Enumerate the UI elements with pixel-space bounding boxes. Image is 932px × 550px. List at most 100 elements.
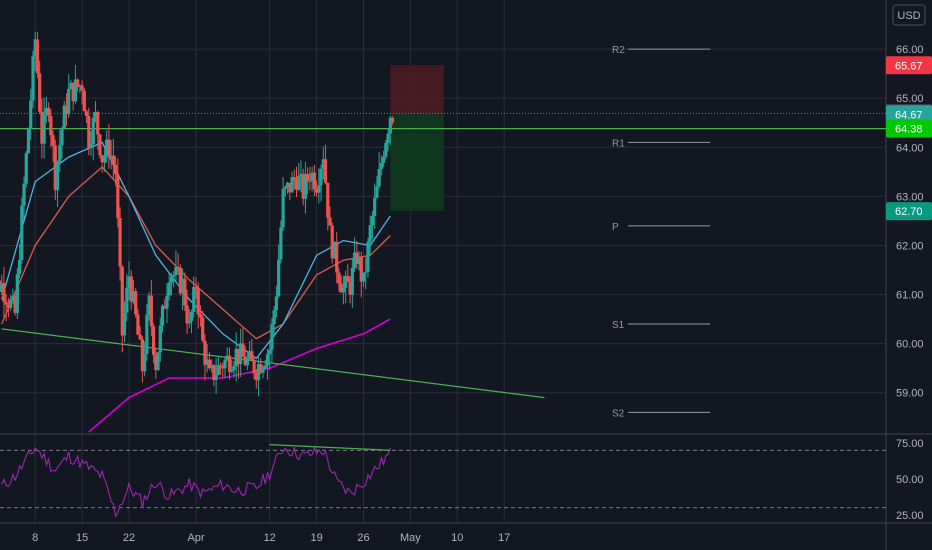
- candle-body: [245, 358, 249, 366]
- rsi-line: [1, 446, 391, 518]
- pivot-label: R2: [612, 45, 625, 56]
- candle-body: [163, 305, 167, 309]
- time-tick-label: 10: [451, 532, 463, 544]
- stop-loss-zone: [390, 65, 444, 115]
- price-tick-label: 59.00: [896, 388, 924, 400]
- candle-body: [96, 111, 100, 135]
- time-tick-label: 22: [123, 532, 135, 544]
- candle-body: [2, 283, 6, 302]
- candle-body: [272, 310, 276, 325]
- candle-body: [143, 354, 147, 372]
- candle-body: [335, 241, 339, 273]
- position-tool[interactable]: [390, 65, 444, 212]
- candle-body: [183, 278, 187, 306]
- candle-body: [105, 139, 109, 156]
- candle-body: [368, 225, 372, 242]
- candle-body: [149, 295, 153, 327]
- candle-body: [55, 161, 60, 191]
- candle-body: [277, 259, 281, 297]
- candle-body: [158, 325, 162, 353]
- candle-body: [47, 107, 51, 116]
- currency-box: [892, 4, 926, 26]
- candle-body: [156, 352, 160, 371]
- candle-body: [297, 176, 301, 190]
- candle-body: [40, 111, 44, 144]
- time-tick-label: 19: [310, 532, 322, 544]
- candle-body: [29, 100, 33, 129]
- candle-body: [172, 275, 176, 277]
- candle-body: [13, 296, 17, 313]
- price-tag-box: [886, 119, 932, 138]
- candle-body: [185, 305, 189, 324]
- candle-body: [64, 105, 69, 115]
- candle-body: [361, 272, 366, 282]
- candle-body: [93, 111, 98, 118]
- candle-body: [306, 173, 310, 181]
- candle-body: [194, 286, 198, 290]
- candle-body: [292, 177, 296, 181]
- candle-body: [174, 266, 178, 276]
- candle-body: [181, 278, 185, 294]
- pivot-label: S2: [612, 408, 625, 419]
- candle-body: [225, 355, 229, 360]
- candle-body: [134, 291, 138, 315]
- price-tick-label: 64.00: [896, 142, 924, 154]
- candle-body: [35, 39, 40, 74]
- candle-body: [53, 145, 57, 191]
- candle-body: [265, 354, 270, 366]
- price-tag-value: 62.70: [895, 206, 923, 218]
- candle-body: [384, 142, 388, 157]
- candle-body: [87, 116, 91, 149]
- price-tag-value: 64.38: [895, 124, 923, 136]
- candle-body: [131, 291, 136, 302]
- candle-body: [11, 296, 15, 300]
- candle-body: [49, 115, 53, 136]
- candle-body: [176, 266, 180, 268]
- candle-body: [221, 366, 225, 369]
- candle-body: [107, 139, 111, 158]
- candle-body: [147, 295, 151, 315]
- price-tick-label: 66.00: [896, 44, 924, 56]
- slow-ma-line: [88, 318, 391, 433]
- candle-body: [241, 343, 245, 357]
- take-profit-zone: [390, 114, 444, 212]
- candle-body: [67, 88, 71, 115]
- time-axis[interactable]: 8 15 22 Apr 12 19 26 May 10 17: [32, 532, 510, 544]
- candle-body: [0, 283, 4, 292]
- candle-body: [379, 162, 383, 169]
- candle-body: [350, 267, 354, 295]
- currency-label[interactable]: USD: [892, 4, 926, 26]
- time-tick-label: Apr: [187, 532, 204, 544]
- candle-body: [377, 168, 381, 187]
- candle-body: [60, 128, 64, 146]
- candle-body: [71, 82, 75, 102]
- candle-body: [364, 271, 368, 273]
- candle-body: [26, 128, 31, 153]
- time-tick-label: May: [400, 532, 421, 544]
- price-tick-label: 63.00: [896, 191, 924, 203]
- candle-body: [84, 111, 89, 117]
- candle-body: [254, 373, 258, 381]
- candle-body: [359, 257, 363, 282]
- candle-body: [348, 281, 352, 295]
- candle-body: [129, 276, 133, 302]
- candle-body: [256, 364, 261, 381]
- candle-body: [236, 348, 241, 365]
- currency-text: USD: [897, 10, 920, 22]
- candle-body: [341, 287, 345, 293]
- rsi-tick-label: 25.00: [896, 510, 924, 522]
- candle-body: [82, 90, 86, 112]
- candle-body: [263, 365, 267, 368]
- price-axis[interactable]: 66.00 65.00 64.00 63.00 62.00 61.00 60.00 59.00…: [896, 44, 924, 522]
- pivot-label: P: [612, 222, 619, 233]
- rsi-panel: [0, 444, 886, 518]
- candle-body: [274, 296, 278, 311]
- candle-body: [33, 39, 37, 57]
- price-tag-box: [886, 56, 932, 75]
- price-tick-label: 65.00: [896, 93, 924, 105]
- candle-body: [51, 135, 55, 146]
- candle-body: [20, 205, 24, 261]
- candle-body: [317, 185, 321, 193]
